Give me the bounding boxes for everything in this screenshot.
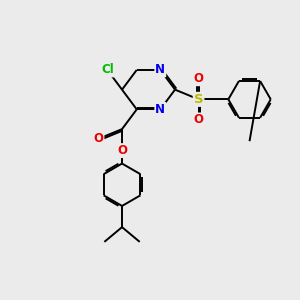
Text: N: N <box>155 63 165 76</box>
Text: O: O <box>117 144 127 157</box>
Text: O: O <box>94 132 103 145</box>
Text: O: O <box>194 72 204 85</box>
Text: S: S <box>194 93 203 106</box>
Text: O: O <box>194 113 204 127</box>
Text: Cl: Cl <box>101 63 114 76</box>
Text: N: N <box>155 103 165 116</box>
